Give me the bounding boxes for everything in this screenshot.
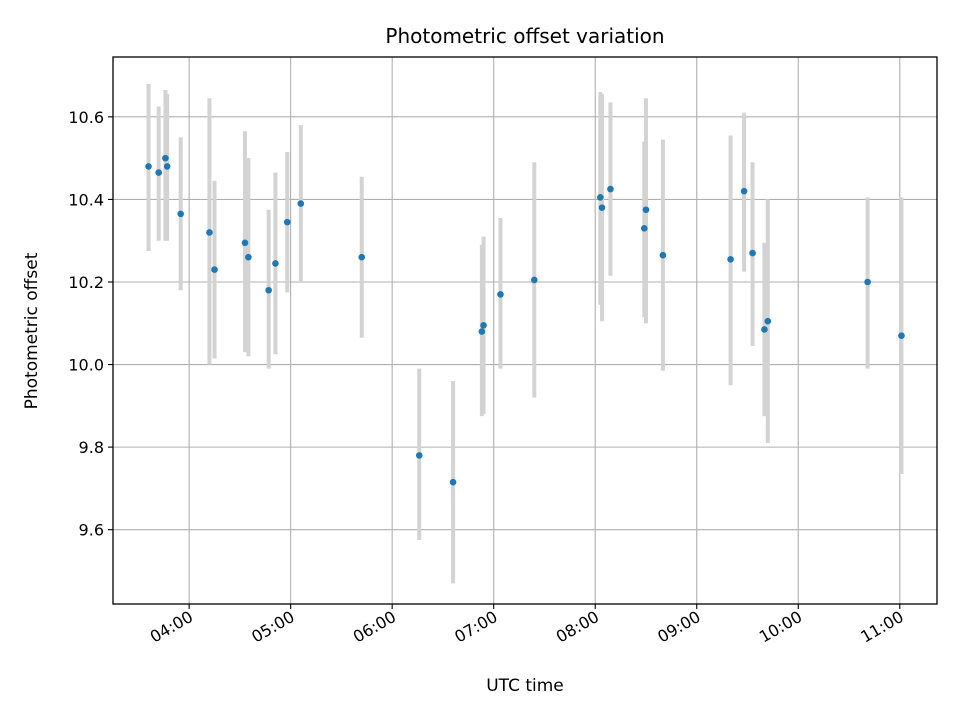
- x-tick-label: 09:00: [654, 607, 703, 647]
- x-tick-label: 11:00: [857, 607, 906, 647]
- x-tick-label: 10:00: [756, 607, 805, 647]
- grid: [113, 57, 937, 604]
- x-tick-label: 04:00: [147, 607, 196, 647]
- data-point: [206, 229, 213, 236]
- x-axis-title: UTC time: [486, 676, 564, 696]
- chart-title: Photometric offset variation: [385, 24, 664, 48]
- data-point: [640, 225, 648, 232]
- data-point: [659, 251, 667, 259]
- data-point: [531, 276, 538, 284]
- data-point: [864, 278, 871, 286]
- x-tick-label: 06:00: [350, 607, 399, 647]
- data-point: [145, 163, 152, 170]
- x-tick-label: 05:00: [248, 607, 297, 647]
- data-point: [596, 194, 604, 201]
- data-point: [761, 326, 768, 333]
- data-point: [265, 286, 272, 294]
- y-tick-label: 9.8: [79, 438, 104, 457]
- data-point: [480, 322, 487, 329]
- data-point: [740, 187, 748, 195]
- data-point: [764, 317, 772, 325]
- error-bars: [146, 83, 904, 584]
- data-point: [177, 210, 184, 218]
- y-tick-label: 10.4: [68, 190, 104, 209]
- x-ticks: 04:00 05:00 06:00 07:00 08:00 09:00 10:00 11:00: [147, 604, 907, 647]
- y-tick-label: 9.6: [79, 521, 104, 540]
- data-point: [297, 200, 305, 207]
- data-point: [642, 206, 650, 214]
- y-ticks: 9.6 9.8 10.0 10.2 10.4 10.6: [68, 108, 113, 540]
- data-point: [155, 169, 162, 176]
- y-tick-label: 10.0: [68, 356, 104, 375]
- data-point: [211, 266, 218, 273]
- data-point: [497, 291, 504, 298]
- x-tick-label: 08:00: [553, 607, 602, 647]
- data-point: [241, 239, 249, 247]
- data-point: [478, 328, 486, 335]
- data-point: [415, 452, 423, 459]
- data-point: [358, 253, 366, 261]
- data-point: [163, 163, 171, 170]
- y-tick-label: 10.6: [68, 108, 104, 127]
- y-tick-label: 10.2: [68, 273, 104, 292]
- data-point: [607, 185, 614, 193]
- y-axis-title: Photometric offset: [22, 252, 42, 409]
- plot-frame: [112, 56, 938, 605]
- data-point: [245, 253, 252, 261]
- data-points: [145, 154, 905, 486]
- data-point: [727, 255, 734, 263]
- data-point: [749, 249, 756, 257]
- data-point: [272, 260, 279, 267]
- data-point: [162, 154, 169, 162]
- data-point: [283, 218, 291, 226]
- data-point: [598, 204, 606, 211]
- x-tick-label: 07:00: [451, 607, 500, 647]
- data-point: [449, 478, 457, 486]
- data-point: [898, 332, 905, 339]
